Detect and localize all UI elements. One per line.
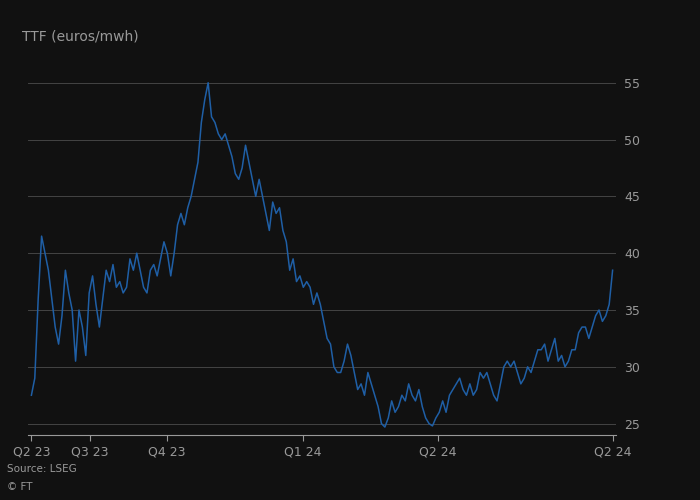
Text: © FT: © FT	[7, 482, 32, 492]
Text: Source: LSEG: Source: LSEG	[7, 464, 77, 474]
Text: TTF (euros/mwh): TTF (euros/mwh)	[22, 30, 139, 44]
